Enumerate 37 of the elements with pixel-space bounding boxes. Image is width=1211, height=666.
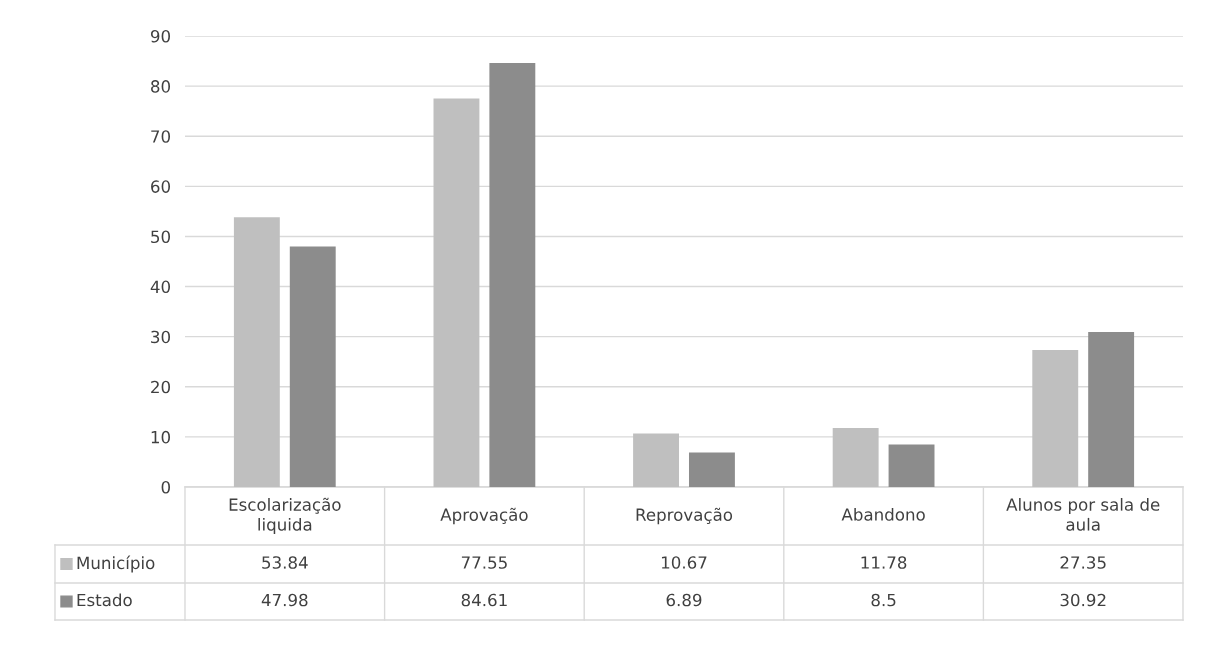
- x-tick-label: Abandono: [841, 507, 925, 521]
- y-tick-label: 90: [150, 29, 170, 43]
- bar: [688, 452, 735, 487]
- data-label: 77.55: [461, 556, 507, 569]
- data-label: 27.35: [1060, 556, 1106, 569]
- data-label: 84.61: [461, 593, 507, 607]
- legend-label: Estado: [77, 593, 132, 607]
- y-tick-label: 20: [151, 380, 170, 394]
- data-label: 6.89: [666, 593, 702, 607]
- bar: [888, 444, 935, 487]
- bar: [1088, 332, 1135, 487]
- bar: [832, 427, 879, 487]
- y-tick-label: 0: [161, 480, 170, 494]
- bar: [633, 433, 680, 487]
- bar: [233, 217, 280, 487]
- y-tick-label: 50: [151, 230, 170, 244]
- legend-label: Município: [77, 555, 155, 573]
- y-tick-label: 80: [151, 80, 170, 93]
- data-label: 47.98: [261, 593, 308, 607]
- bar: [489, 63, 536, 487]
- data-label: 10.67: [661, 556, 707, 569]
- x-tick-label: Reprovação: [636, 507, 733, 525]
- y-tick-label: 10: [151, 430, 170, 444]
- bar: [289, 246, 336, 487]
- x-tick-label: Alunos por sala de aula: [1006, 497, 1160, 531]
- data-label: 30.92: [1060, 593, 1106, 607]
- data-label: 11.78: [861, 556, 907, 569]
- data-label: 53.84: [262, 556, 308, 569]
- x-tick-label: Aprovação: [440, 507, 528, 525]
- x-tick-label: Escolarização liquida: [229, 497, 341, 535]
- y-tick-label: 30: [151, 330, 170, 344]
- y-tick-label: 40: [150, 280, 170, 294]
- y-tick-label: 60: [151, 180, 170, 193]
- bar: [1032, 349, 1079, 487]
- data-label: 8.5: [871, 593, 896, 607]
- bar: [433, 98, 480, 487]
- y-tick-label: 70: [151, 130, 170, 143]
